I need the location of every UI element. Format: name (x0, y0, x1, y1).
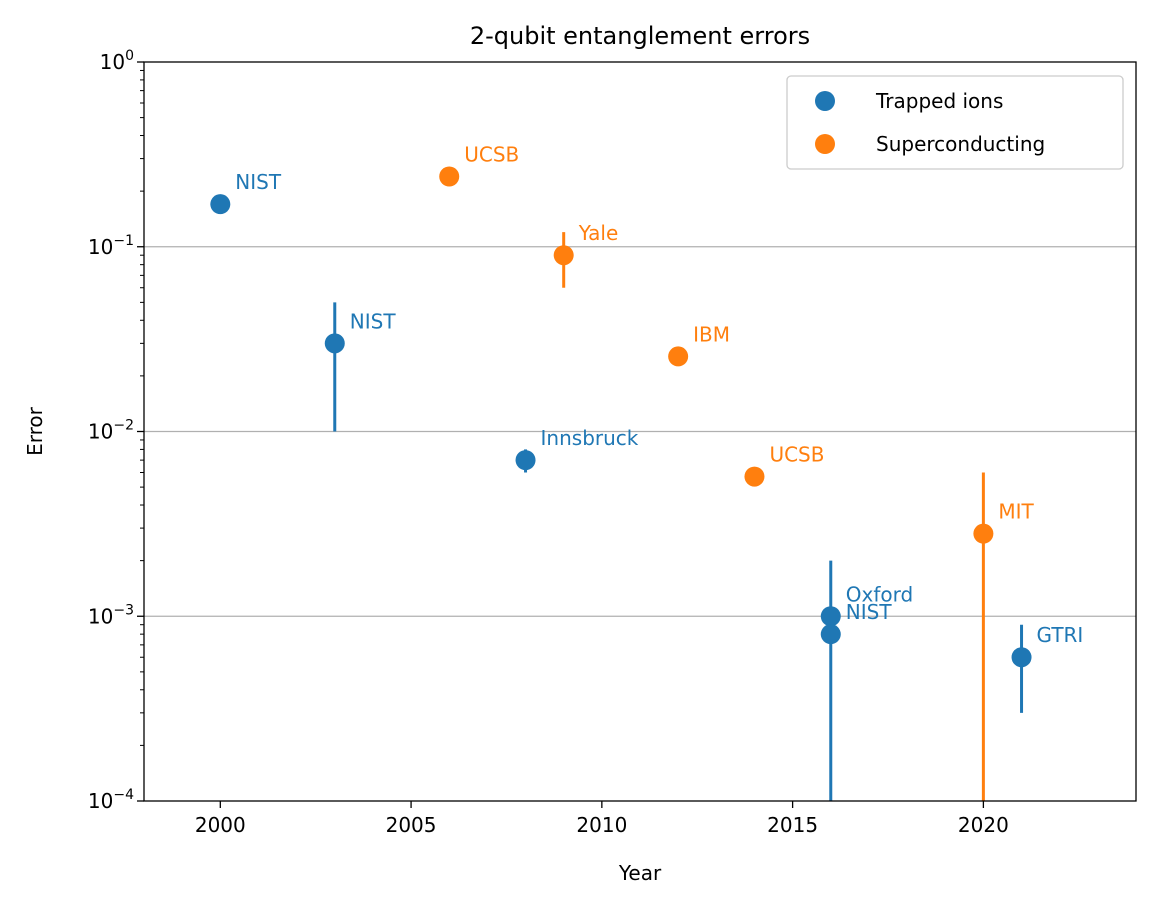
y-tick-label: 100 (100, 48, 134, 74)
data-point (515, 450, 536, 471)
legend-marker (815, 91, 835, 111)
y-tick-label: 10−3 (88, 602, 134, 628)
chart-title: 2-qubit entanglement errors (470, 22, 810, 50)
legend-marker (815, 134, 835, 154)
point-label: GTRI (1037, 623, 1084, 647)
legend-label: Superconducting (876, 132, 1045, 156)
x-tick-label: 2000 (195, 813, 246, 837)
point-label: MIT (998, 500, 1034, 524)
x-tick-label: 2015 (767, 813, 818, 837)
point-labels: NISTNISTInnsbruckOxfordNISTGTRIUCSBYaleI… (235, 143, 1083, 648)
x-tick-label: 2005 (386, 813, 437, 837)
y-axis-label: Error (23, 406, 47, 456)
grid-lines (144, 246, 1136, 617)
point-label: UCSB (769, 443, 824, 467)
data-point (553, 245, 574, 266)
x-tick-label: 2010 (576, 813, 627, 837)
data-points (210, 166, 1032, 668)
data-point (820, 606, 841, 627)
point-label: NIST (350, 309, 397, 333)
point-label: Yale (578, 221, 619, 245)
y-tick-label: 10−2 (88, 418, 134, 444)
y-tick-label: 10−1 (88, 233, 134, 259)
axis-ticks: 2000 2005 2010 2015 2020 10−4 10−3 10−2 10−1 100 (88, 48, 1009, 837)
point-label: Innsbruck (541, 426, 639, 450)
legend: Trapped ions Superconducting (786, 75, 1124, 170)
data-point (668, 346, 689, 367)
point-label: UCSB (464, 143, 519, 167)
y-tick-label: 10−4 (88, 787, 134, 813)
x-tick-label: 2020 (958, 813, 1009, 837)
data-point (1011, 647, 1032, 668)
data-point (820, 624, 841, 645)
data-point (973, 523, 994, 544)
data-point (439, 166, 460, 187)
point-label: NIST (846, 600, 893, 624)
point-label: IBM (693, 322, 730, 346)
data-point (324, 333, 345, 354)
point-label: Oxford (846, 582, 913, 606)
legend-box (786, 75, 1124, 170)
legend-label: Trapped ions (875, 89, 1003, 113)
point-label: NIST (235, 170, 282, 194)
x-axis-label: Year (618, 861, 662, 885)
data-point (744, 466, 765, 487)
data-point (210, 194, 231, 215)
